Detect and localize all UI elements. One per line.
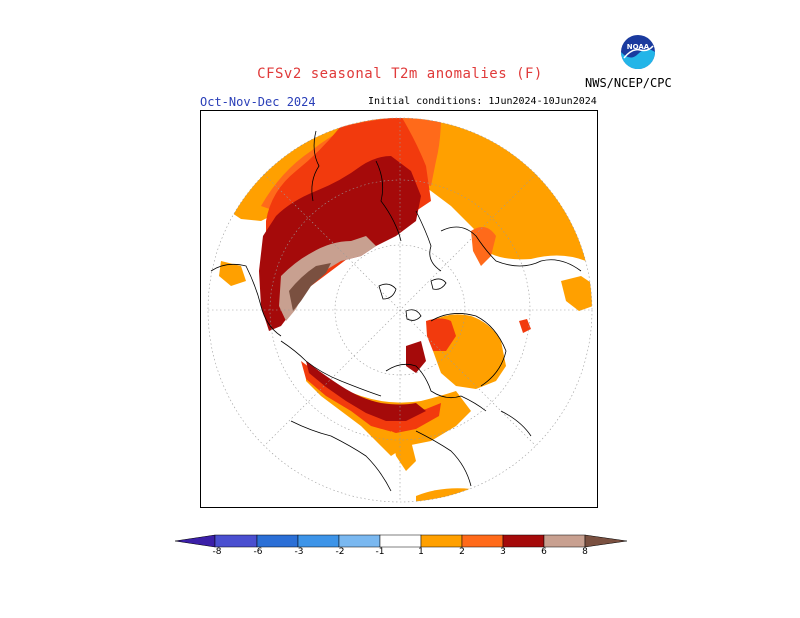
- colorbar-bin-minus8: [214, 534, 258, 548]
- region-bottom-orange: [416, 488, 481, 502]
- region-california-orange: [391, 431, 416, 471]
- agency-label: NWS/NCEP/CPC: [585, 76, 672, 90]
- colorbar-label-minus6: -6: [253, 547, 263, 557]
- region-greenland-red: [426, 318, 456, 351]
- map-title: CFSv2 seasonal T2m anomalies (F): [257, 66, 543, 82]
- colorbar-high-arrow: [584, 534, 627, 548]
- colorbar-bin-minus3: [297, 534, 340, 548]
- colorbar-label-minus1: -1: [375, 547, 385, 557]
- colorbar-label-plus1: 1: [418, 547, 424, 557]
- colorbar: [175, 534, 627, 548]
- region-europe-orange: [561, 276, 592, 311]
- colorbar-label-plus6: 6: [541, 547, 547, 557]
- noaa-logo-icon: NOAA: [621, 35, 655, 69]
- polar-map-svg: [207, 117, 593, 503]
- colorbar-label-minus8: -8: [212, 547, 222, 557]
- season-label: Oct-Nov-Dec 2024: [200, 95, 316, 109]
- colorbar-bin-minus6: [256, 534, 299, 548]
- region-northamerica-darkred: [306, 361, 426, 421]
- anomaly-map: [200, 110, 598, 508]
- coastlines: [210, 130, 582, 492]
- colorbar-bin-plus6: [543, 534, 586, 548]
- colorbar-bin-plus1: [420, 534, 463, 548]
- colorbar-bin-plus3: [502, 534, 545, 548]
- colorbar-low-arrow: [175, 534, 216, 548]
- region-iceland-red: [519, 319, 531, 333]
- region-siberia-brown: [289, 263, 331, 311]
- initial-conditions-label: Initial conditions: 1Jun2024-10Jun2024: [368, 96, 597, 107]
- region-greenland-darkred: [406, 341, 426, 373]
- colorbar-label-plus8: 8: [582, 547, 588, 557]
- colorbar-label-plus2: 2: [459, 547, 465, 557]
- colorbar-bin-minus2: [338, 534, 381, 548]
- colorbar-bin-plus2: [461, 534, 504, 548]
- colorbar-label-minus3: -3: [294, 547, 304, 557]
- svg-text:NOAA: NOAA: [627, 43, 650, 51]
- graticule: [207, 117, 593, 503]
- colorbar-bin-neutral: [379, 534, 422, 548]
- colorbar-label-plus3: 3: [500, 547, 506, 557]
- colorbar-label-minus2: -2: [335, 547, 345, 557]
- region-japan-orange: [219, 261, 246, 286]
- region-siberia-pink: [279, 236, 376, 321]
